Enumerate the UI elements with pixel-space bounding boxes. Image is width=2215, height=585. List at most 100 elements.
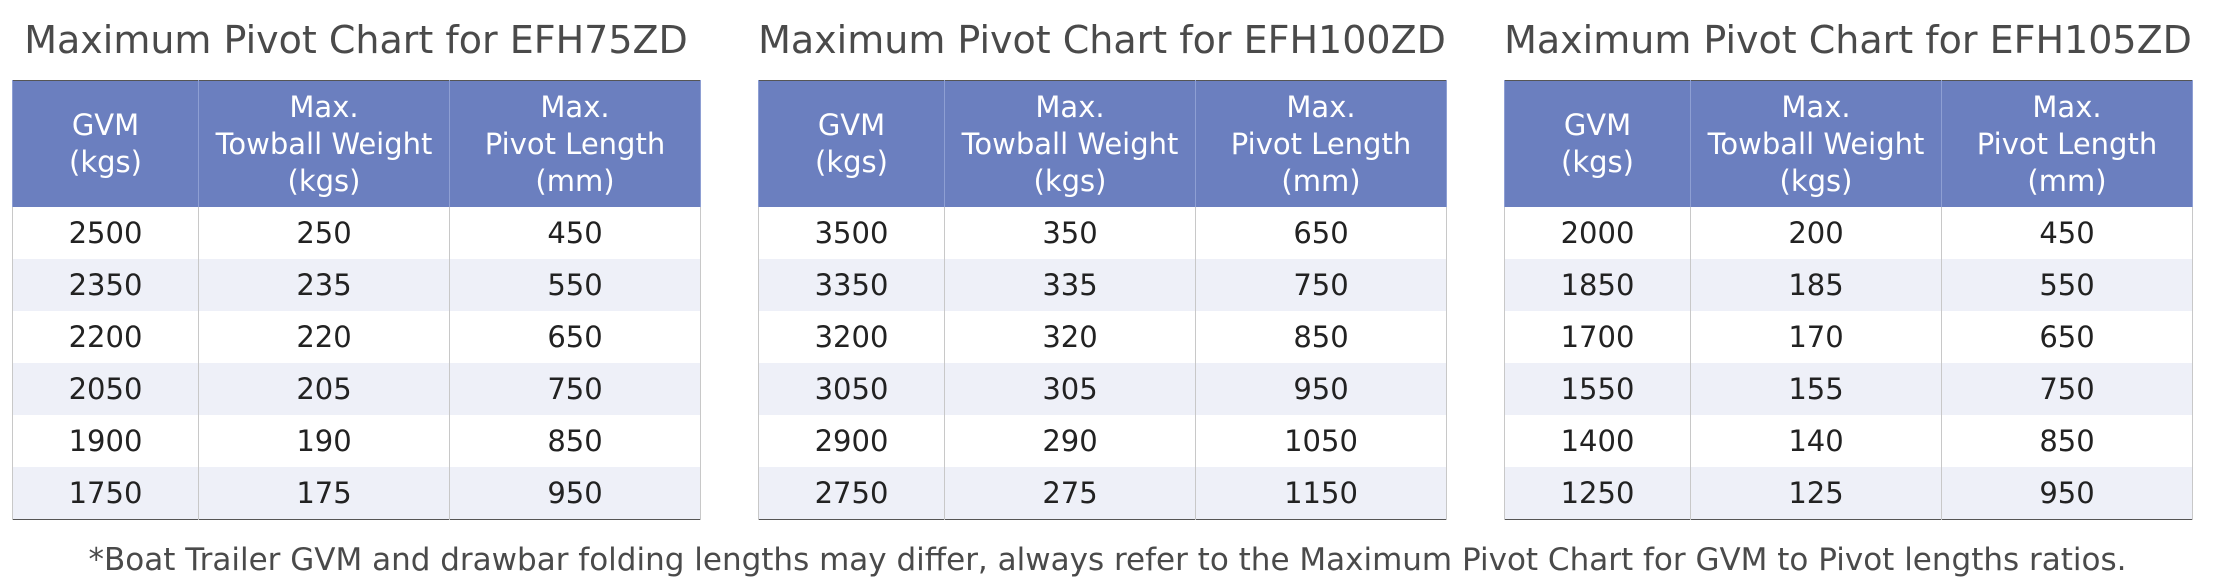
- header-line: Max.: [1781, 89, 1851, 124]
- pivot-table: GVM (kgs) Max. Towball Weight (kgs) Max. Pivot…: [1504, 80, 2193, 520]
- gvm-cell: 1400: [1504, 415, 1691, 467]
- table-row: 2000 200 450: [1504, 207, 2193, 259]
- table-row: 2200 220 650: [12, 311, 701, 363]
- pivot-length-cell: 650: [1941, 311, 2193, 363]
- gvm-cell: 1750: [12, 467, 199, 520]
- towball-weight-header: Max. Towball Weight (kgs): [1690, 80, 1942, 207]
- gvm-cell: 2050: [12, 363, 199, 415]
- pivot-length-cell: 450: [1941, 207, 2193, 259]
- gvm-cell: 1550: [1504, 363, 1691, 415]
- gvm-cell: 1700: [1504, 311, 1691, 363]
- towball-weight-cell: 235: [198, 259, 450, 311]
- towball-weight-cell: 290: [944, 415, 1196, 467]
- towball-weight-cell: 200: [1690, 207, 1942, 259]
- gvm-cell: 3350: [758, 259, 945, 311]
- header-line: Max.: [1286, 89, 1356, 124]
- header-line: GVM: [71, 108, 140, 142]
- towball-weight-cell: 170: [1690, 311, 1942, 363]
- table-row: 2750 275 1150: [758, 467, 1447, 520]
- header-line: Max.: [289, 89, 359, 124]
- table-row: 1250 125 950: [1504, 467, 2193, 520]
- header-line: (kgs): [1779, 163, 1853, 198]
- gvm-cell: 2750: [758, 467, 945, 520]
- header-line: (mm): [1281, 163, 1361, 198]
- table-row: 1400 140 850: [1504, 415, 2193, 467]
- pivot-length-cell: 750: [1941, 363, 2193, 415]
- header-line: GVM: [1563, 108, 1632, 142]
- pivot-length-cell: 550: [449, 259, 701, 311]
- towball-weight-cell: 250: [198, 207, 450, 259]
- pivot-length-header: Max. Pivot Length (mm): [1941, 80, 2193, 207]
- header-line: Max.: [1035, 89, 1105, 124]
- header-row: GVM (kgs) Max. Towball Weight (kgs) Max. Pivot…: [12, 80, 701, 207]
- chart-title: Maximum Pivot Chart for EFH75ZD: [24, 18, 688, 62]
- pivot-length-cell: 1150: [1195, 467, 1447, 520]
- table-row: 1750 175 950: [12, 467, 701, 520]
- pivot-length-cell: 650: [1195, 207, 1447, 259]
- header-line: Max.: [2032, 89, 2102, 124]
- towball-weight-header: Max. Towball Weight (kgs): [198, 80, 450, 207]
- table-row: 3500 350 650: [758, 207, 1447, 259]
- table-row: 2900 290 1050: [758, 415, 1447, 467]
- header-row: GVM (kgs) Max. Towball Weight (kgs) Max. Pivot…: [1504, 80, 2193, 207]
- towball-weight-cell: 220: [198, 311, 450, 363]
- towball-weight-cell: 155: [1690, 363, 1942, 415]
- towball-weight-cell: 205: [198, 363, 450, 415]
- header-line: (mm): [535, 163, 615, 198]
- towball-weight-cell: 335: [944, 259, 1196, 311]
- header-line: GVM: [817, 108, 886, 142]
- towball-weight-cell: 190: [198, 415, 450, 467]
- gvm-cell: 3200: [758, 311, 945, 363]
- gvm-cell: 2900: [758, 415, 945, 467]
- towball-weight-cell: 305: [944, 363, 1196, 415]
- pivot-table: GVM (kgs) Max. Towball Weight (kgs) Max. Pivot…: [12, 80, 701, 520]
- header-row: GVM (kgs) Max. Towball Weight (kgs) Max. Pivot…: [758, 80, 1447, 207]
- pivot-length-cell: 750: [449, 363, 701, 415]
- header-line: Pivot Length: [484, 126, 666, 161]
- pivot-charts: Maximum Pivot Chart for EFH75ZD GVM (kgs) M…: [12, 18, 2193, 520]
- pivot-length-cell: 550: [1941, 259, 2193, 311]
- pivot-table: GVM (kgs) Max. Towball Weight (kgs) Max. Pivot…: [758, 80, 1447, 520]
- table-row: 1850 185 550: [1504, 259, 2193, 311]
- header-line: (mm): [2027, 163, 2107, 198]
- table-row: 1700 170 650: [1504, 311, 2193, 363]
- pivot-length-cell: 650: [449, 311, 701, 363]
- gvm-cell: 2500: [12, 207, 199, 259]
- header-line: (kgs): [1561, 145, 1634, 179]
- table-row: 2500 250 450: [12, 207, 701, 259]
- header-line: Towball Weight: [215, 126, 433, 161]
- pivot-length-cell: 950: [449, 467, 701, 520]
- gvm-cell: 3050: [758, 363, 945, 415]
- table-row: 3350 335 750: [758, 259, 1447, 311]
- gvm-header: GVM (kgs): [1504, 80, 1691, 207]
- pivot-length-cell: 850: [449, 415, 701, 467]
- gvm-cell: 2200: [12, 311, 199, 363]
- towball-weight-cell: 185: [1690, 259, 1942, 311]
- header-line: (kgs): [815, 145, 888, 179]
- gvm-cell: 1900: [12, 415, 199, 467]
- towball-weight-cell: 125: [1690, 467, 1942, 520]
- gvm-cell: 1850: [1504, 259, 1691, 311]
- chart-title: Maximum Pivot Chart for EFH100ZD: [758, 18, 1446, 62]
- table-row: 2050 205 750: [12, 363, 701, 415]
- chart-title: Maximum Pivot Chart for EFH105ZD: [1504, 18, 2192, 62]
- towball-weight-cell: 140: [1690, 415, 1942, 467]
- header-line: (kgs): [1033, 163, 1107, 198]
- pivot-length-header: Max. Pivot Length (mm): [1195, 80, 1447, 207]
- pivot-length-cell: 1050: [1195, 415, 1447, 467]
- pivot-length-cell: 450: [449, 207, 701, 259]
- gvm-cell: 2000: [1504, 207, 1691, 259]
- header-line: Towball Weight: [961, 126, 1179, 161]
- table-row: 1900 190 850: [12, 415, 701, 467]
- table-row: 2350 235 550: [12, 259, 701, 311]
- header-line: Max.: [540, 89, 610, 124]
- table-row: 3200 320 850: [758, 311, 1447, 363]
- pivot-length-cell: 750: [1195, 259, 1447, 311]
- gvm-cell: 1250: [1504, 467, 1691, 520]
- header-line: (kgs): [69, 145, 142, 179]
- towball-weight-header: Max. Towball Weight (kgs): [944, 80, 1196, 207]
- table-row: 1550 155 750: [1504, 363, 2193, 415]
- towball-weight-cell: 320: [944, 311, 1196, 363]
- header-line: Pivot Length: [1230, 126, 1412, 161]
- pivot-length-cell: 850: [1941, 415, 2193, 467]
